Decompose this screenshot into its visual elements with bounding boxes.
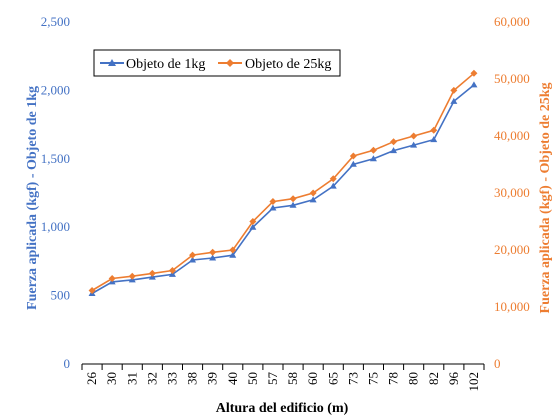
- y-left-tick-label: 500: [51, 288, 71, 303]
- legend-marker-triangle: [108, 59, 116, 66]
- x-tick-label: 26: [84, 372, 99, 386]
- legend: Objeto de 1kg Objeto de 25kg: [93, 49, 341, 77]
- data-point-25kg: [249, 218, 257, 225]
- x-tick-label: 80: [406, 372, 421, 385]
- legend-marker-diamond: [226, 59, 234, 67]
- data-point-25kg: [108, 275, 116, 282]
- x-tick-label: 96: [446, 372, 461, 386]
- x-tick-label: 82: [426, 372, 441, 385]
- x-tick-label: 39: [205, 372, 220, 385]
- data-point-1kg: [369, 155, 377, 162]
- x-tick-label: 40: [225, 372, 240, 385]
- data-point-1kg: [249, 223, 257, 230]
- y-right-tick-label: 20,000: [494, 242, 530, 257]
- data-point-25kg: [369, 146, 377, 154]
- data-point-1kg: [189, 256, 197, 263]
- data-point-25kg: [128, 272, 136, 280]
- y-right-tick-label: 30,000: [494, 185, 530, 200]
- data-point-1kg: [269, 204, 277, 211]
- data-point-25kg: [410, 132, 418, 140]
- y-left-tick-label: 1,500: [41, 151, 70, 166]
- x-tick-label: 75: [365, 372, 380, 385]
- data-point-1kg: [329, 182, 337, 189]
- series-group: [88, 69, 478, 297]
- data-point-1kg: [470, 81, 478, 88]
- x-tick-label: 32: [144, 372, 159, 385]
- x-tick-label: 38: [185, 372, 200, 385]
- axes: 26 30 31 32 33 38 39 40 50 57 58 60 65 73 75 78 80 82 96 10…: [41, 14, 530, 392]
- data-point-1kg: [309, 196, 317, 203]
- x-axis-title: Altura del edificio (m): [216, 401, 349, 416]
- data-point-25kg: [148, 269, 156, 277]
- x-tick-label: 65: [325, 372, 340, 385]
- y-right-tick-label: 40,000: [494, 128, 530, 143]
- y-right-tick-label: 60,000: [494, 14, 530, 29]
- data-point-25kg: [168, 267, 176, 275]
- data-point-25kg: [430, 126, 438, 134]
- data-point-1kg: [450, 97, 458, 104]
- x-tick-label: 57: [265, 372, 280, 386]
- data-point-25kg: [329, 175, 337, 183]
- y-right-tick-label: 10,000: [494, 299, 530, 314]
- x-tick-label: 102: [466, 372, 481, 392]
- series-line-1kg: [91, 84, 475, 295]
- data-point-25kg: [470, 69, 478, 77]
- x-tick-label: 58: [285, 372, 300, 385]
- data-point-1kg: [430, 136, 438, 143]
- data-point-1kg: [229, 251, 237, 258]
- x-tick-label: 50: [245, 372, 260, 385]
- y-left-tick-label: 2,000: [41, 82, 70, 97]
- data-point-1kg: [410, 141, 418, 148]
- data-point-1kg: [289, 201, 297, 208]
- y-left-tick-label: 1,000: [41, 219, 70, 234]
- x-tick-label: 60: [305, 372, 320, 385]
- data-point-1kg: [390, 147, 398, 154]
- x-tick-label: 30: [104, 372, 119, 385]
- data-point-25kg: [269, 198, 277, 206]
- y-right-tick-label: 50,000: [494, 71, 530, 86]
- data-point-25kg: [209, 248, 217, 256]
- x-tick-label: 33: [164, 372, 179, 385]
- y-axis-right-title: Fuerza aplicada (kgf) - Objeto de 25kg: [538, 83, 553, 314]
- series-line-25kg: [91, 72, 475, 292]
- data-point-1kg: [209, 254, 217, 261]
- data-point-25kg: [309, 189, 317, 197]
- data-point-25kg: [390, 138, 398, 146]
- x-tick-label: 73: [345, 372, 360, 385]
- legend-box: [93, 49, 341, 77]
- data-point-25kg: [349, 152, 357, 160]
- data-point-25kg: [450, 86, 458, 94]
- data-point-25kg: [289, 195, 297, 203]
- x-tick-label: 31: [124, 372, 139, 385]
- legend-label-1kg: Objeto de 1kg: [126, 57, 205, 72]
- data-point-25kg: [189, 251, 197, 259]
- x-tick-label: 78: [386, 372, 401, 385]
- data-point-25kg: [88, 286, 96, 294]
- y-right-tick-label: 0: [494, 356, 501, 371]
- legend-label-25kg: Objeto de 25kg: [245, 57, 331, 72]
- y-left-tick-label: 2,500: [41, 14, 70, 29]
- data-point-25kg: [229, 246, 237, 254]
- data-point-1kg: [349, 160, 357, 167]
- y-left-tick-label: 0: [64, 356, 71, 371]
- y-axis-left-title: Fuerza aplicada (kgf) - Objeto de 1kg: [25, 86, 40, 310]
